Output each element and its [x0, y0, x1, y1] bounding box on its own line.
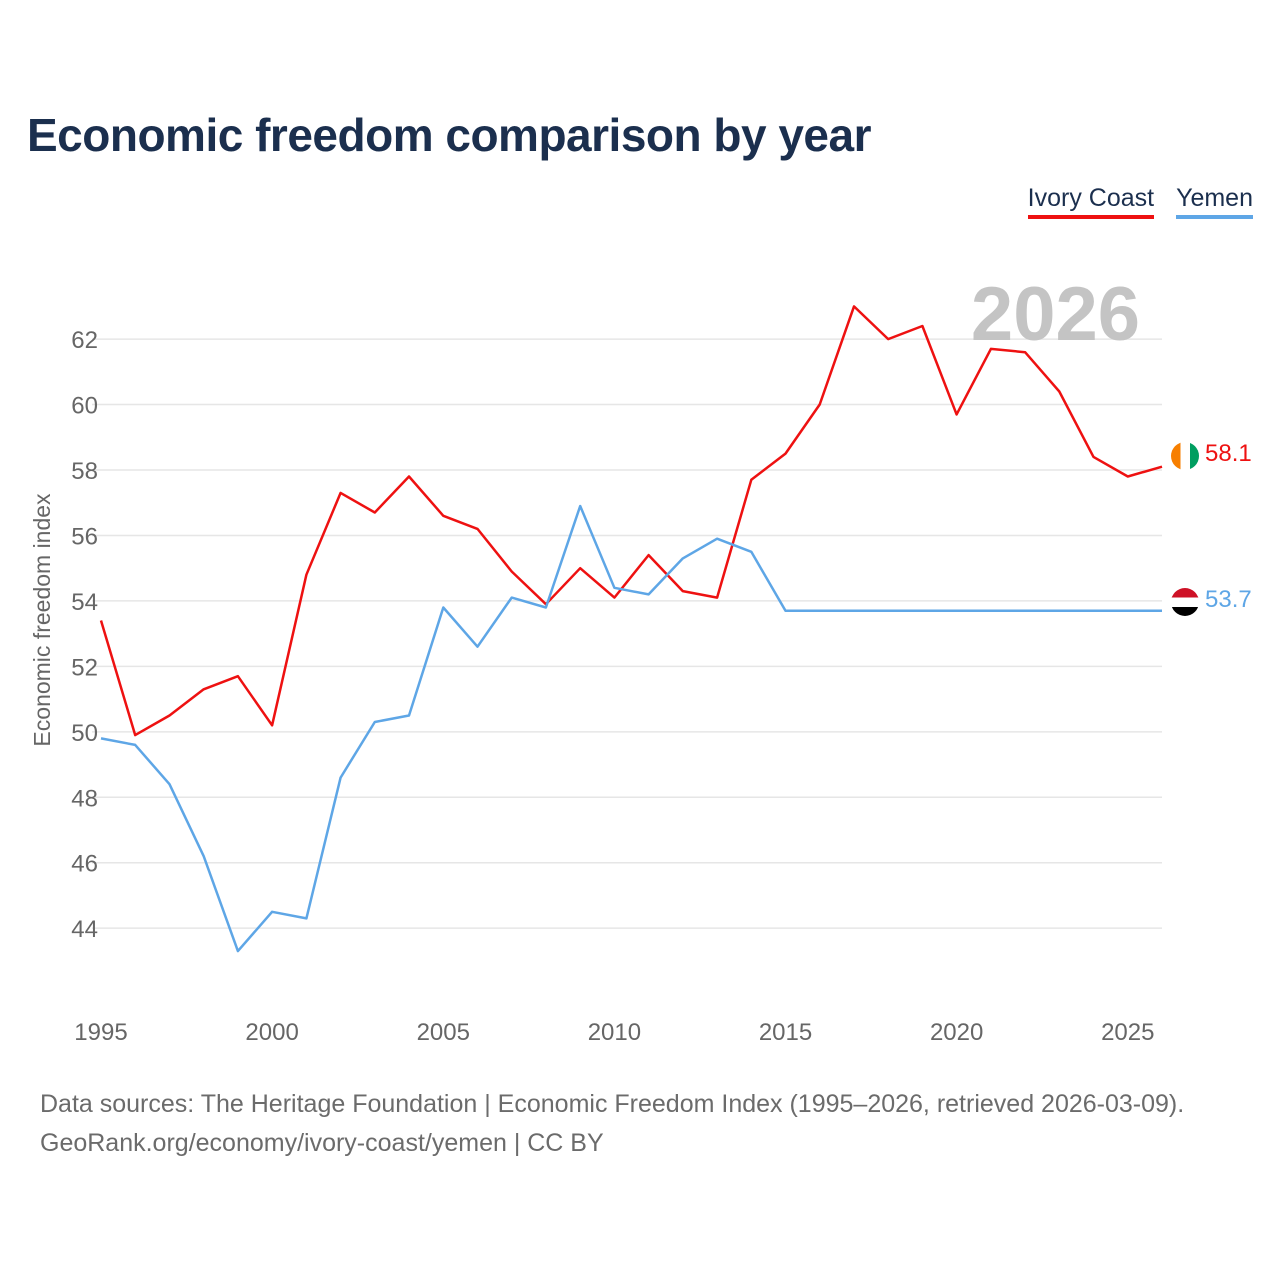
y-axis-ticks: 44 46 48 50 52 54 56 58 60 62	[71, 327, 98, 943]
yemen-flag-icon	[1171, 588, 1199, 616]
y-tick-label: 60	[71, 393, 98, 420]
x-tick-label: 2025	[1101, 1019, 1154, 1046]
series-line-yemen[interactable]	[100, 504, 1162, 953]
end-label-ivory-coast: 58.1	[1205, 440, 1252, 467]
y-tick-label: 48	[71, 785, 98, 812]
series-line-ivory-coast[interactable]	[99, 305, 1163, 737]
source-line-1: Data sources: The Heritage Foundation | …	[40, 1090, 1185, 1118]
gridlines	[92, 338, 1162, 929]
y-tick-label: 46	[71, 851, 98, 878]
x-tick-label: 2005	[417, 1019, 470, 1046]
legend-item-ivory-coast[interactable]: Ivory Coast	[1027, 184, 1155, 219]
series-lines	[99, 305, 1163, 953]
source-note: Data sources: The Heritage Foundation | …	[40, 1085, 1184, 1163]
end-label-yemen: 53.7	[1205, 586, 1252, 613]
y-tick-label: 54	[71, 589, 98, 616]
ivory-coast-flag-icon	[1171, 442, 1199, 470]
y-tick-label: 56	[71, 523, 98, 550]
x-tick-label: 1995	[74, 1019, 127, 1046]
y-axis-label: Economic freedom index	[29, 493, 55, 747]
y-tick-label: 58	[71, 458, 98, 485]
y-tick-label: 50	[71, 720, 98, 747]
x-axis-ticks: 1995 2000 2005 2010 2015 2020 2025	[74, 1019, 1154, 1046]
legend: Ivory Coast Yemen	[1027, 184, 1253, 219]
end-labels: 58.1 53.7	[1205, 440, 1252, 613]
y-tick-label: 52	[71, 654, 98, 681]
x-tick-label: 2015	[759, 1019, 812, 1046]
chart-title: Economic freedom comparison by year	[27, 109, 872, 161]
legend-item-yemen[interactable]: Yemen	[1176, 184, 1253, 219]
y-tick-label: 62	[71, 327, 98, 354]
year-watermark: 2026	[971, 272, 1140, 357]
x-tick-label: 2010	[588, 1019, 641, 1046]
source-line-2[interactable]: GeoRank.org/economy/ivory-coast/yemen | …	[40, 1129, 604, 1157]
x-tick-label: 2020	[930, 1019, 983, 1046]
x-tick-label: 2000	[245, 1019, 298, 1046]
y-tick-label: 44	[71, 916, 98, 943]
